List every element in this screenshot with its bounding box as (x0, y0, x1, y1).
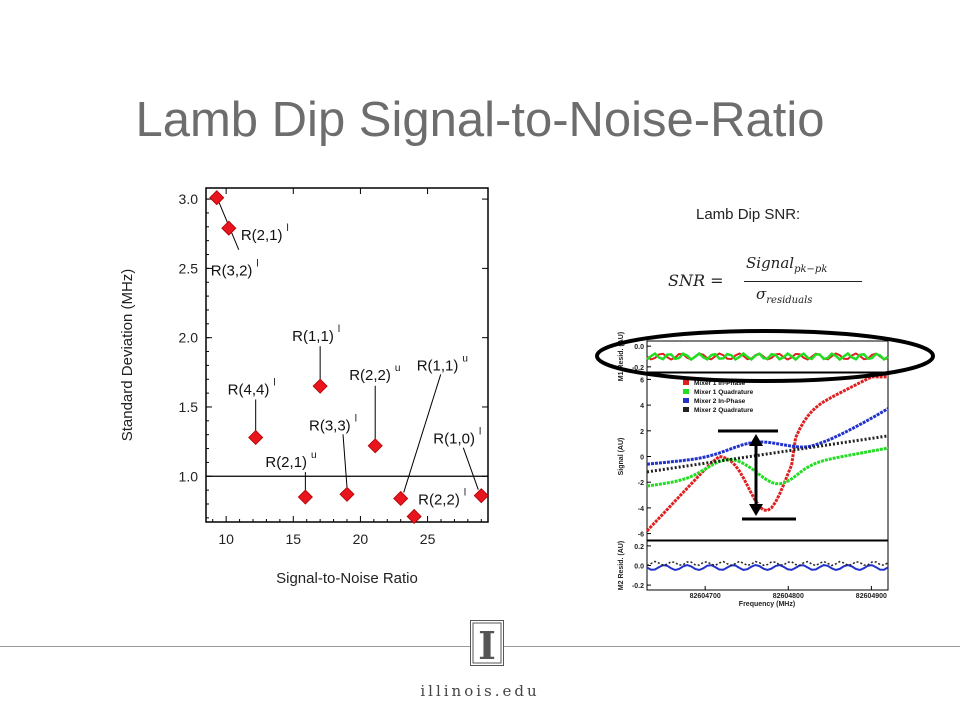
snr-label: Lamb Dip SNR: (696, 206, 801, 223)
series-line (646, 407, 889, 466)
panel-y-tick-label: 0.2 (634, 544, 644, 551)
legend-label: Mixer 1 Quadrature (694, 389, 754, 396)
x-tick-label: 20 (353, 531, 369, 547)
panel-y-tick-label: 6 (640, 377, 644, 384)
x-tick-label: 25 (420, 531, 436, 547)
formula-fraction-bar (744, 281, 862, 282)
panel-y-tick-label: -4 (638, 506, 644, 513)
legend-label: Mixer 1 In-Phase (694, 380, 746, 387)
point-label-superscript: u (462, 353, 468, 364)
point-label: R(1,1) u (417, 353, 468, 374)
freq-x-tick-label: 82604900 (856, 593, 887, 600)
arrow-head-up (749, 434, 763, 446)
formula-denominator-sub: residuals (766, 295, 813, 306)
university-logo: I (470, 620, 504, 666)
panel-y-tick-label: 0.0 (634, 344, 644, 351)
x-tick-label: 10 (218, 531, 234, 547)
freq-x-tick-label: 82604800 (773, 593, 804, 600)
legend-marker (683, 389, 689, 394)
data-point (339, 486, 355, 502)
panel-ylabel: Signal (AU) (618, 438, 625, 476)
m2-residual-inphase (646, 563, 889, 572)
data-point (473, 488, 489, 504)
point-label: R(2,1) u (265, 450, 316, 471)
panel-ylabel: M2 Resid. (AU) (618, 541, 625, 590)
panel-y-tick-label: -2 (638, 480, 644, 487)
point-label-superscript: l (256, 259, 258, 270)
freq-xlabel: Frequency (MHz) (739, 601, 795, 608)
legend-marker (683, 380, 689, 385)
logo-letter: I (478, 623, 496, 666)
point-label-superscript: u (311, 450, 317, 461)
panel-frame (646, 372, 889, 541)
panel-y-tick-label: 0 (640, 455, 644, 462)
legend-label: Mixer 2 In-Phase (694, 398, 746, 405)
data-point (367, 438, 383, 454)
leader-line (342, 434, 348, 488)
point-label-superscript: l (287, 223, 289, 234)
point-label-superscript: l (479, 427, 481, 438)
y-tick-label: 2.0 (179, 330, 199, 346)
freq-x-tick-label: 82604700 (690, 593, 721, 600)
legend-marker (683, 407, 689, 412)
point-label-superscript: l (464, 487, 466, 498)
panel-y-tick-label: 2 (640, 429, 644, 436)
series-line (645, 375, 888, 533)
formula-denominator-text: σ (756, 285, 767, 303)
panel-y-tick-label: -0.2 (632, 583, 644, 590)
formula-numerator: Signalpk−pk (746, 254, 827, 275)
x-tick-label: 15 (285, 531, 301, 547)
point-label: R(1,1) l (292, 324, 340, 345)
point-label: R(2,2) l (418, 487, 466, 508)
series-line (646, 446, 889, 488)
data-point (406, 508, 422, 525)
y-tick-label: 3.0 (179, 191, 199, 207)
data-point (248, 429, 264, 446)
slide-title: Lamb Dip Signal-to-Noise-Ratio (135, 93, 825, 147)
data-point (312, 378, 328, 394)
m1-residual-quadrature (646, 351, 889, 362)
m2-residual-quadrature (646, 560, 889, 567)
point-label: R(4,4) l (228, 377, 276, 398)
point-label: R(2,1) l (241, 223, 289, 244)
formula-denominator: σresiduals (756, 285, 812, 306)
point-label-superscript: l (338, 324, 340, 335)
panel-y-tick-label: -6 (638, 532, 644, 539)
series-line (646, 434, 889, 474)
panel-y-tick-label: 4 (640, 403, 644, 410)
y-tick-label: 1.0 (179, 468, 199, 484)
formula-numerator-text: Signal (746, 254, 795, 272)
panel-ylabel: M1 Resid. (AU) (618, 332, 625, 381)
residual-highlight-oval (595, 329, 935, 383)
footer-domain: illinois.edu (420, 682, 540, 700)
panel-y-tick-label: 0.0 (634, 564, 644, 571)
formula-numerator-sub: pk−pk (794, 264, 828, 275)
arrow-head-down (749, 504, 763, 516)
point-label-superscript: l (355, 413, 357, 424)
formula-lhs: SNR = (668, 271, 724, 290)
point-label: R(1,0) l (433, 427, 481, 448)
point-label-superscript: u (395, 363, 401, 374)
point-label-superscript: l (273, 377, 275, 388)
data-point (221, 220, 237, 236)
point-label: R(3,3) l (309, 413, 357, 434)
y-tick-label: 2.5 (179, 260, 199, 276)
panel-y-tick-label: -0.2 (632, 365, 644, 372)
data-point (209, 190, 225, 206)
point-label: R(3,2) l (211, 259, 259, 280)
snr-formula: SNR = Signalpk−pk σresiduals (666, 254, 866, 310)
legend-marker (683, 398, 689, 403)
data-point (393, 490, 409, 507)
data-point (297, 489, 313, 505)
legend-label: Mixer 2 Quadrature (694, 407, 754, 414)
leader-line (462, 447, 479, 490)
scatter-xlabel: Signal-to-Noise Ratio (276, 570, 418, 587)
point-label: R(2,2) u (349, 363, 400, 384)
scatter-ylabel: Standard Deviation (MHz) (119, 269, 136, 442)
leader-line (403, 374, 442, 493)
y-tick-label: 1.5 (179, 399, 199, 415)
